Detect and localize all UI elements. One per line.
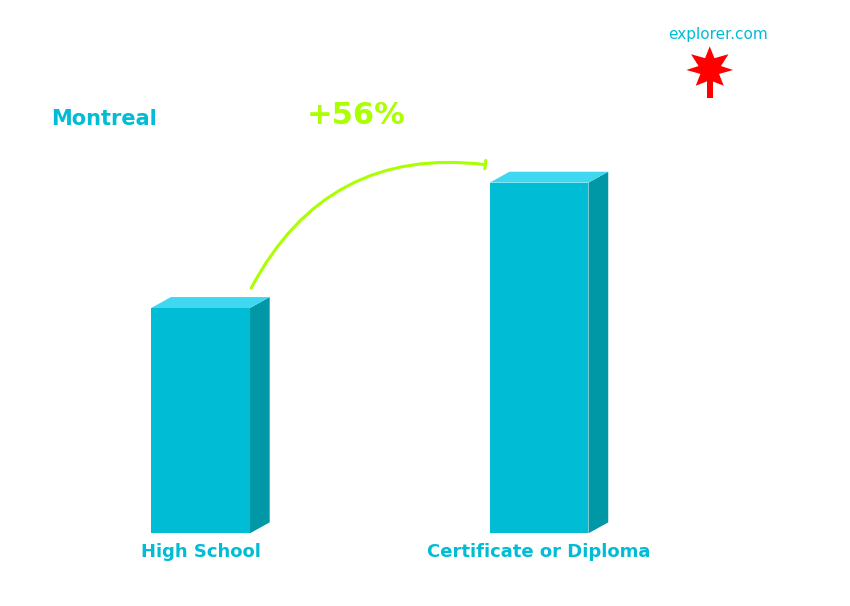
Text: 28,400 CAD: 28,400 CAD [113, 268, 231, 286]
Bar [490, 182, 588, 533]
Text: +56%: +56% [306, 101, 405, 130]
Bar [151, 308, 250, 533]
Text: explorer.com: explorer.com [668, 27, 768, 42]
Text: salary: salary [612, 27, 659, 42]
Text: Average Yearly Salary: Average Yearly Salary [812, 247, 824, 384]
Polygon shape [686, 46, 733, 86]
Text: Montreal: Montreal [51, 109, 156, 129]
Polygon shape [250, 297, 269, 533]
Bar [686, 42, 733, 121]
Text: Laundry Worker: Laundry Worker [51, 82, 206, 101]
Bar [707, 80, 712, 98]
Text: Salary Comparison By Education: Salary Comparison By Education [51, 36, 608, 65]
Polygon shape [588, 171, 609, 533]
Polygon shape [490, 171, 609, 182]
Polygon shape [151, 297, 269, 308]
Text: 44,200 CAD: 44,200 CAD [503, 143, 620, 161]
